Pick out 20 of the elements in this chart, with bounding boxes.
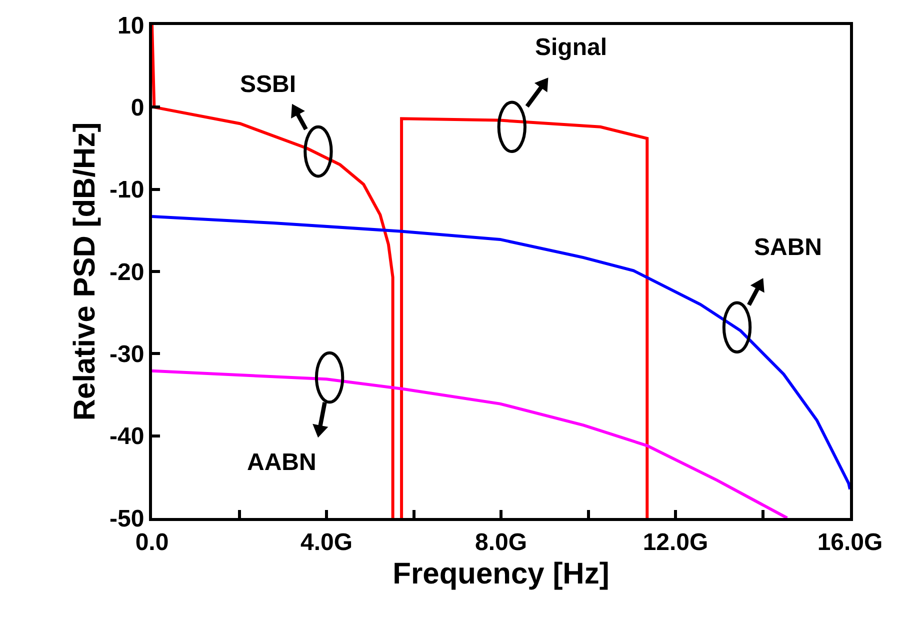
text: SABN	[754, 234, 822, 261]
text: Signal	[535, 34, 608, 61]
y-tick-label: -30	[110, 341, 144, 368]
x-axis-title: Frequency [Hz]	[392, 557, 610, 590]
x-tick-label: 4.0G	[300, 528, 353, 556]
line-series	[152, 25, 394, 518]
line-series	[400, 117, 649, 518]
text: AABN	[247, 449, 316, 476]
y-tick-label: -40	[110, 423, 144, 450]
line-series	[152, 214, 850, 491]
y-tick-label: 0	[130, 94, 144, 122]
y-tick-label: -10	[110, 176, 144, 204]
x-tick-label: 12.0G	[642, 528, 708, 556]
series-label: SSBI	[240, 71, 296, 98]
line-series	[152, 369, 789, 518]
y-tick-label: -20	[110, 258, 144, 286]
y-tick-label: 10	[117, 12, 144, 40]
x-tick-label: 8.0G	[474, 528, 528, 556]
y-axis-title: Relative PSD [dB/Hz]	[68, 122, 102, 421]
x-tick-label: 16.0G	[817, 528, 883, 556]
